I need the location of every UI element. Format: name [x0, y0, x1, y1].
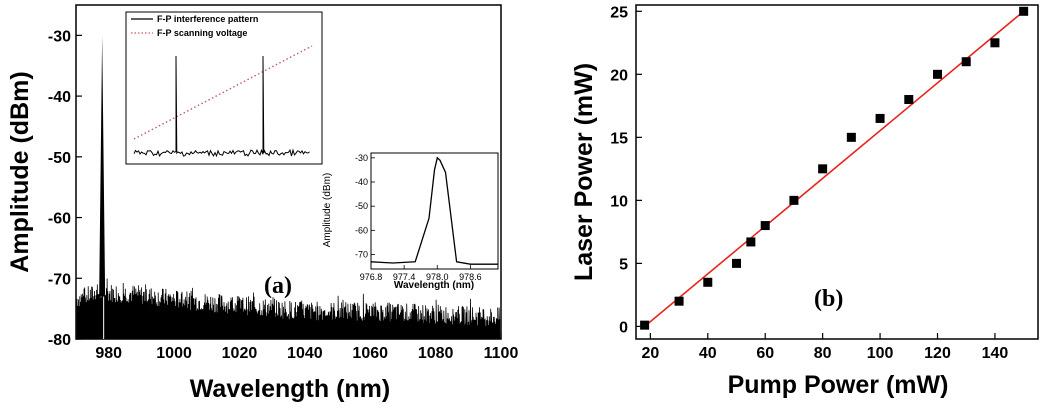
a-y-tick-label: -50 [48, 150, 71, 167]
b-x-tick-label: 80 [814, 345, 832, 362]
b-y-tick-label: 20 [610, 67, 628, 84]
panel-b-data-points [640, 6, 1029, 330]
panel-a-x-axis-title: Wavelength (nm) [190, 375, 390, 403]
inset-zoom-trace [370, 156, 498, 265]
legend-label-interference: F-P interference pattern [157, 14, 258, 24]
a-y-tick-label: -30 [48, 28, 71, 45]
panel-a-spectrum-trace [76, 35, 501, 340]
inset-x-tick-label: 977.4 [393, 272, 416, 282]
data-point [961, 57, 971, 67]
b-x-tick-label: 20 [641, 345, 659, 362]
data-point [732, 258, 741, 268]
b-y-tick-label: 15 [610, 130, 628, 147]
a-x-tick-label: 1000 [156, 345, 192, 362]
inset-y-tick-label: -60 [355, 225, 368, 235]
data-point [674, 296, 684, 306]
spectrum-noise-floor [76, 278, 501, 340]
panel-a-label: (a) [264, 273, 292, 299]
data-point [703, 277, 713, 287]
a-y-tick-label: -80 [48, 332, 71, 349]
inset-x-tick-label: 978.6 [459, 272, 482, 282]
a-x-tick-label: 1020 [222, 345, 258, 362]
b-y-tick-label: 25 [610, 4, 628, 21]
a-x-tick-label: 1080 [418, 345, 454, 362]
inset-x-tick-label: 978.0 [426, 272, 449, 282]
data-point [933, 69, 942, 79]
a-x-tick-label: 980 [95, 345, 122, 362]
b-y-tick-label: 5 [619, 256, 628, 273]
legend-label-scanning: F-P scanning voltage [157, 28, 247, 38]
scanning-voltage-line [133, 45, 313, 140]
inset-y-tick-label: -50 [355, 201, 368, 211]
b-x-tick-label: 60 [756, 345, 774, 362]
inset-peak-zoom: 976.8 977.4 978.0 978.6 -30 -40 -50 -60 -70 Wave… [322, 152, 499, 291]
a-y-tick-label: -40 [48, 89, 71, 106]
panel-a-ticks: 980 1000 1020 1040 1060 1080 1100 -80 -70 -60 -50 -… [48, 28, 519, 362]
b-y-tick-label: 0 [619, 319, 628, 336]
data-point [760, 221, 770, 231]
data-point [818, 164, 828, 174]
panel-b-x-axis-title: Pump Power (mW) [728, 371, 949, 399]
panel-b-y-axis-title: Laser Power (mW) [570, 63, 598, 281]
interference-pattern-trace [133, 55, 310, 158]
panel-a-y-axis-title: Amplitude (dBm) [6, 71, 34, 272]
inset-fp-frame [125, 11, 323, 165]
a-x-tick-label: 1040 [287, 345, 323, 362]
b-x-tick-label: 140 [982, 345, 1009, 362]
b-x-tick-label: 40 [699, 345, 717, 362]
linear-fit-line [644, 10, 1025, 328]
b-y-tick-label: 10 [610, 193, 628, 210]
data-point [746, 237, 756, 247]
inset-x-tick-label: 976.8 [360, 272, 383, 282]
panel-b-plot-frame [635, 4, 1039, 340]
data-point [640, 320, 650, 330]
data-point [1019, 6, 1029, 16]
inset-y-tick-label: -40 [355, 177, 368, 187]
panel-b-laser-power: 20 40 60 80 100 120 140 0 5 10 15 20 25 Pump Power (… [570, 4, 1039, 399]
spectrum-lasing-peak [99, 35, 106, 297]
a-x-tick-label: 1060 [352, 345, 388, 362]
b-x-tick-label: 120 [924, 345, 951, 362]
panel-b-label: (b) [814, 286, 843, 312]
data-point [875, 113, 885, 123]
inset-zoom-ticks: 976.8 977.4 978.0 978.6 -30 -40 -50 -60 -70 [355, 153, 482, 282]
inset-fp-interference: F-P interference pattern F-P scanning vo… [125, 11, 323, 165]
a-y-tick-label: -70 [48, 271, 71, 288]
panel-a-spectrum: 980 1000 1020 1040 1060 1080 1100 -80 -70 -60 -50 -… [6, 4, 519, 403]
data-point [789, 195, 799, 205]
data-point [904, 95, 914, 105]
data-point [846, 132, 856, 142]
b-x-tick-label: 100 [867, 345, 894, 362]
inset-zoom-x-title: Wavelength (nm) [394, 280, 474, 291]
data-point [990, 38, 1000, 48]
inset-zoom-y-title: Amplitude (dBm) [322, 173, 333, 247]
panel-b-ticks: 20 40 60 80 100 120 140 0 5 10 15 20 25 [610, 4, 1008, 362]
a-x-tick-label: 1100 [484, 345, 519, 362]
a-y-tick-label: -60 [48, 211, 71, 228]
inset-y-tick-label: -70 [355, 250, 368, 260]
inset-y-tick-label: -30 [355, 153, 368, 163]
